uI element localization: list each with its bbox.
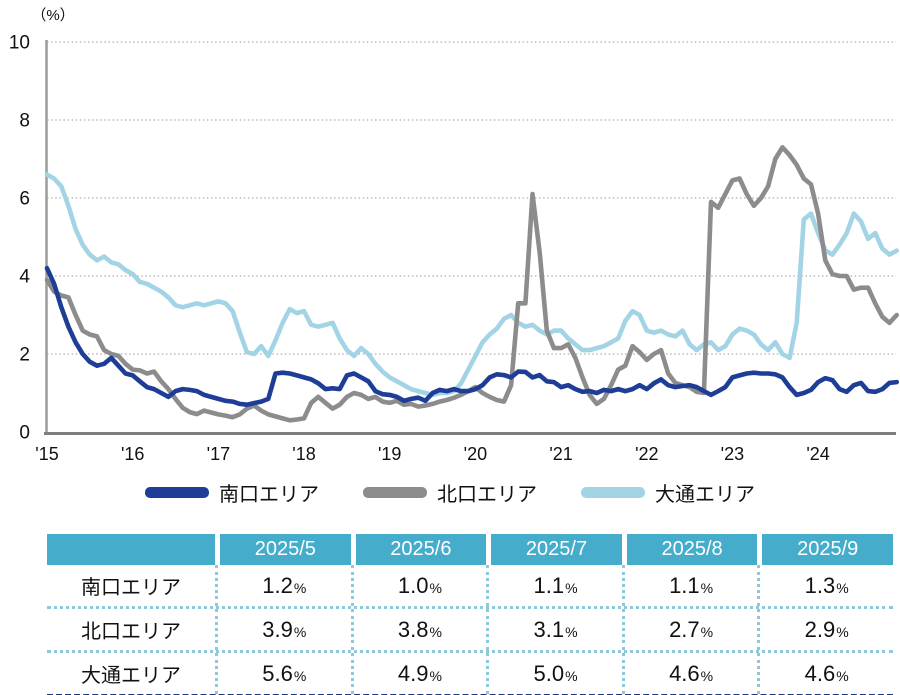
value-number: 4.6: [804, 660, 836, 686]
value-number: 3.1: [533, 616, 565, 642]
x-tick-label: '22: [635, 444, 658, 464]
table-header-cell-month: 2025/9: [757, 534, 893, 565]
y-tick-label: 2: [19, 345, 30, 366]
value-percent-sign: %: [429, 667, 442, 684]
table-row: 大通エリア 5.6% 4.9% 5.0% 4.6% 4.6%: [47, 650, 893, 694]
x-tick-label: '21: [549, 444, 572, 464]
y-tick-label: 4: [19, 267, 30, 288]
value-percent-sign: %: [293, 667, 307, 684]
monthly-rate-table: 2025/5 2025/6 2025/7 2025/8 2025/9 南口エリア 1.2% 1…: [47, 534, 893, 695]
value-percent-sign: %: [565, 667, 578, 684]
value-percent-sign: %: [836, 623, 849, 640]
table-header-cell-blank: [47, 534, 215, 565]
table-row: 南口エリア 1.2% 1.0% 1.1% 1.1% 1.3%: [47, 565, 893, 606]
table-row-label: 南口エリア: [81, 577, 181, 599]
value-percent-sign: %: [429, 623, 442, 640]
x-tick-label: '19: [378, 444, 401, 464]
table-value-cell: 1.0%: [350, 565, 487, 606]
legend-label-south: 南口エリア: [219, 483, 319, 506]
value-number: 1.2: [262, 572, 293, 598]
table-header-cell-month: 2025/6: [350, 534, 487, 565]
legend-swatch-south: [145, 486, 209, 498]
value-number: 4.6: [669, 660, 700, 686]
y-axis-unit-label: （%）: [31, 7, 74, 24]
x-tick-label: '16: [121, 444, 144, 464]
value-number: 3.9: [262, 616, 293, 642]
series-line-odori: [44, 172, 900, 398]
legend-swatch-odori: [581, 486, 645, 498]
y-tick-label: 0: [19, 423, 30, 444]
value-percent-sign: %: [700, 667, 714, 684]
y-tick-label: 6: [19, 189, 30, 210]
value-number: 2.7: [669, 616, 700, 642]
legend-label-odori: 大通エリア: [655, 483, 755, 506]
y-tick-label: 10: [9, 33, 30, 54]
table-header-cell-month: 2025/5: [215, 534, 351, 565]
table-value-cell: 2.7%: [621, 609, 758, 650]
value-number: 1.1: [533, 572, 565, 598]
legend-swatch-north: [363, 486, 427, 498]
table-header-cell-month: 2025/7: [486, 534, 622, 565]
value-number: 1.0: [397, 572, 429, 598]
table-value-cell: 4.6%: [621, 653, 758, 694]
value-percent-sign: %: [429, 579, 442, 596]
value-number: 1.3: [804, 572, 836, 598]
value-number: 3.8: [397, 616, 429, 642]
x-tick-label: '15: [35, 444, 58, 464]
value-number: 5.6: [262, 660, 293, 686]
table-value-cell: 4.6%: [757, 653, 893, 694]
table-value-cell: 4.9%: [350, 653, 487, 694]
x-tick-label: '24: [806, 444, 829, 464]
value-percent-sign: %: [836, 667, 849, 684]
table-value-cell: 1.1%: [621, 565, 758, 606]
x-tick-label: '17: [207, 444, 230, 464]
table-value-cell: 2.9%: [757, 609, 893, 650]
legend-item-south: 南口エリア: [145, 478, 319, 507]
value-number: 2.9: [804, 616, 836, 642]
value-number: 1.1: [669, 572, 700, 598]
table-value-cell: 3.8%: [350, 609, 487, 650]
legend-label-north: 北口エリア: [437, 483, 537, 506]
value-percent-sign: %: [836, 579, 849, 596]
table-value-cell: 5.6%: [215, 653, 351, 694]
table-value-cell: 3.9%: [215, 609, 351, 650]
value-percent-sign: %: [293, 623, 307, 640]
value-percent-sign: %: [293, 579, 307, 596]
value-percent-sign: %: [700, 579, 714, 596]
table-row-label: 大通エリア: [81, 665, 181, 687]
legend-item-odori: 大通エリア: [581, 478, 755, 507]
value-percent-sign: %: [565, 579, 578, 596]
value-number: 4.9: [397, 660, 429, 686]
table-value-cell: 1.3%: [757, 565, 893, 606]
table-header-cell-month: 2025/8: [621, 534, 758, 565]
legend-item-north: 北口エリア: [363, 478, 537, 507]
x-tick-label: '20: [464, 444, 487, 464]
series-line-south: [44, 265, 900, 408]
vacancy-rate-line-chart: （%） 0 2 4 6 8 10 '15 '16 '17 '18 '19 '20 '21 '22 '23 '24: [9, 7, 900, 464]
value-percent-sign: %: [700, 623, 714, 640]
table-value-cell: 3.1%: [486, 609, 622, 650]
table-value-cell: 5.0%: [486, 653, 622, 694]
x-tick-label: '18: [292, 444, 315, 464]
y-tick-label: 8: [19, 111, 30, 132]
value-percent-sign: %: [565, 623, 578, 640]
table-header-row: 2025/5 2025/6 2025/7 2025/8 2025/9: [47, 534, 893, 565]
table-row-label: 北口エリア: [81, 621, 181, 643]
table-value-cell: 1.2%: [215, 565, 351, 606]
table-value-cell: 1.1%: [486, 565, 622, 606]
table-row: 北口エリア 3.9% 3.8% 3.1% 2.7% 2.9%: [47, 606, 893, 650]
series-line-north: [44, 145, 900, 423]
chart-legend: 南口エリア 北口エリア 大通エリア: [0, 477, 900, 507]
x-tick-label: '23: [721, 444, 744, 464]
value-number: 5.0: [533, 660, 565, 686]
